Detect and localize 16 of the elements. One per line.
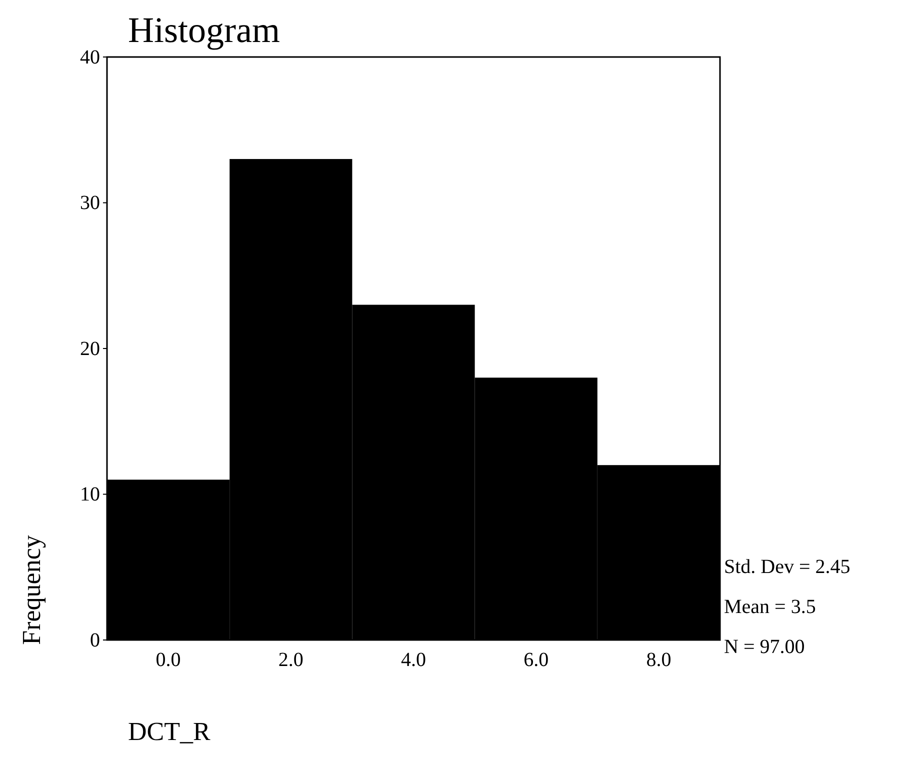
- y-tick-label: 30: [80, 192, 100, 214]
- y-tick-label: 10: [80, 484, 100, 506]
- x-tick-label: 6.0: [524, 649, 549, 672]
- y-tick-label: 0: [90, 629, 100, 652]
- y-tick-label: 40: [80, 46, 100, 68]
- x-tick-label: 0.0: [156, 649, 181, 672]
- text: N = 97.00: [724, 636, 805, 658]
- y-tick-label: 20: [80, 338, 100, 360]
- x-tick-label: 4.0: [401, 649, 426, 672]
- x-tick-label: 8.0: [646, 649, 672, 672]
- chart-title: Histogram: [128, 10, 280, 50]
- text: Mean = 3.5: [724, 596, 816, 618]
- text: Std. Dev = 2.45: [724, 556, 850, 578]
- x-tick-label: 2.0: [278, 649, 304, 672]
- x-axis-title: DCT_R: [128, 717, 211, 746]
- y-axis-title: Frequency: [17, 535, 46, 645]
